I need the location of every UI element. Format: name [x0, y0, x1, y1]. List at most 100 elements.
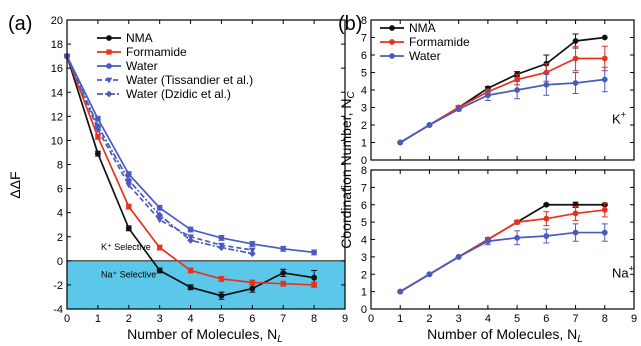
panel-a-ytick-label: 4 [57, 208, 63, 220]
panel-b-top-series-2-point [514, 87, 521, 93]
panel-b-legend-label: NMA [409, 21, 436, 35]
panel-b-top-series-2-point [484, 92, 491, 99]
panel-a-xtick-label: 0 [64, 313, 70, 325]
panel-b-top-series-2-point [455, 106, 462, 113]
panel-a-series-0-point [125, 225, 132, 232]
panel-a-series-2-point [94, 115, 101, 122]
panel-a-series-1-point [126, 204, 132, 210]
panel-a-legend-marker [106, 63, 112, 69]
panel-a-xtick-label: 3 [157, 313, 163, 325]
panel-b-top-series-2-point [543, 81, 550, 88]
panel-b-bottom-series-2-point [455, 253, 462, 260]
panel-a-xtick-label: 7 [280, 313, 286, 325]
panel-a-series-0-point [187, 284, 194, 291]
panel-b-top-ytick-label: 4 [361, 85, 367, 97]
panel-b-xlabel-main: Number of Molecules, N [427, 326, 577, 342]
panel-a-series-2-point [187, 226, 194, 233]
panel-b-bottom-series-0-line [399, 203, 605, 293]
panel-a-series-2-point [125, 171, 132, 178]
panel-a-legend-label: Water [126, 59, 158, 73]
panel-a-ytick-label: 10 [51, 135, 63, 147]
panel-b-top-frame [370, 19, 635, 161]
panel-a-series-4-point [248, 250, 256, 258]
panel-a-ytick-label: 14 [51, 87, 63, 99]
panel-a-ytick-label: 2 [57, 232, 63, 244]
panel-a-series-3-point [156, 217, 164, 224]
na-selective-label: Na⁺ Selective [101, 270, 156, 280]
panel-a-ytick-label: 20 [51, 15, 63, 27]
panel-b-bottom-ytick-label: 5 [361, 217, 367, 229]
panel-b-bottom-xtick-label: 5 [514, 313, 520, 325]
panel-a-legend-label: Water (Tissandier et al.) [126, 73, 253, 87]
panel-b-top-ytick-label: 3 [361, 103, 367, 115]
panel-b-top-series-0-point [601, 34, 608, 41]
panel-a-series-1-point [218, 276, 225, 282]
panel-b-top-ion-symbol: K [612, 111, 621, 126]
panel-b-legend-marker [389, 39, 395, 45]
panel-b-bottom-series-2-point [397, 288, 404, 295]
panel-b-legend-marker [389, 25, 395, 31]
panel-a-ytick-label: 16 [51, 63, 63, 75]
panel-b-bottom-xtick-label: 4 [485, 313, 491, 325]
panel-b-bottom-ion-label: Na+ [612, 264, 634, 281]
panel-a-legend-marker [106, 49, 112, 55]
panel-b-top-series-0-point [572, 38, 579, 44]
panel-b-xlabel: Number of Molecules, NL [427, 326, 583, 345]
panel-a-series-0-point [218, 292, 225, 299]
panel-a-xtick-label: 9 [342, 313, 348, 325]
panel-a-series-1-point [157, 244, 163, 251]
k-selective-label: K⁺ Selective [101, 242, 151, 252]
panel-b-bottom-series-2-point [426, 271, 433, 278]
panel-b-bottom-series-2-point [484, 238, 491, 245]
panel-a-xlabel: Number of Molecules, NL [127, 326, 283, 345]
panel-a-xtick-label: 5 [218, 313, 224, 325]
panel-b-bottom-series-1-line [399, 209, 605, 293]
panel-a-ytick-label: 0 [57, 256, 63, 268]
panel-b-bottom-ytick-label: 8 [361, 165, 367, 177]
panel-b-top-series-2-point [601, 76, 608, 83]
panel-a-xlabel-main: Number of Molecules, N [127, 326, 277, 342]
panel-b-ylabel: Coordination Number, NC [338, 91, 357, 249]
panel-a-series-1-point [280, 281, 286, 287]
panel-b-top-series-2-point [572, 80, 579, 86]
panel-b-label: (b) [338, 13, 362, 35]
panel-a-ytick-label: 8 [57, 160, 63, 172]
panel-b-bottom-series-1-point [601, 207, 608, 213]
panel-a-series-4-point [156, 211, 164, 219]
panel-a-ytick-label: 6 [57, 184, 63, 196]
panel-b-bottom-xtick-label: 3 [456, 313, 462, 325]
panel-a-legend-marker [105, 77, 113, 84]
panel-b-bottom-ytick-label: 6 [361, 200, 367, 212]
panel-b-legend-label: Water [409, 49, 441, 63]
panel-b-bottom-xtick-label: 8 [602, 313, 608, 325]
panel-b-bottom-xtick-label: 7 [572, 313, 578, 325]
panel-a-series-4-point [187, 236, 194, 244]
panel-a-series-2-point [249, 241, 256, 247]
panel-a-ytick-label: 12 [51, 111, 63, 123]
panel-b-bottom-series-1-point [514, 219, 521, 226]
panel-b-top-ytick-label: 8 [361, 15, 367, 27]
panel-a-legend-label: Water (Dzidic et al.) [126, 87, 231, 101]
panel-b-legend-marker [389, 53, 395, 59]
panel-b-bottom-ion-charge: + [629, 264, 634, 274]
panel-a-series-1-point [95, 134, 101, 140]
panel-b-ylabel-main: Coordination Number, N [338, 99, 354, 249]
panel-b-top-series-2-point [426, 122, 433, 128]
panel-a-series-2-point [218, 235, 225, 241]
panel-b-legend-label: Formamide [409, 35, 470, 49]
panel-b-bottom-series-1-point [543, 215, 550, 222]
panel-b-bottom-ytick-label: 7 [361, 182, 367, 194]
panel-b-bottom-plot: 0 1 2 3 4 5 6 7 8 9 0 1 2 3 4 5 6 7 8 Na+ [361, 165, 637, 325]
panel-a-xtick-label: 1 [95, 313, 101, 325]
panel-b-top-ion-charge: + [621, 109, 626, 119]
panel-a-series-1-point [311, 282, 317, 288]
panel-b-bottom-frame [370, 169, 635, 310]
panel-a-legend-label: NMA [126, 31, 153, 45]
panel-a-series-1-point [249, 279, 255, 286]
panel-b-top-ion-label: K+ [612, 109, 626, 126]
panel-b-bottom-xtick-label: 9 [631, 313, 637, 325]
panel-b-bottom-ytick-label: 3 [361, 252, 367, 264]
panel-a-xtick-label: 4 [187, 313, 193, 325]
